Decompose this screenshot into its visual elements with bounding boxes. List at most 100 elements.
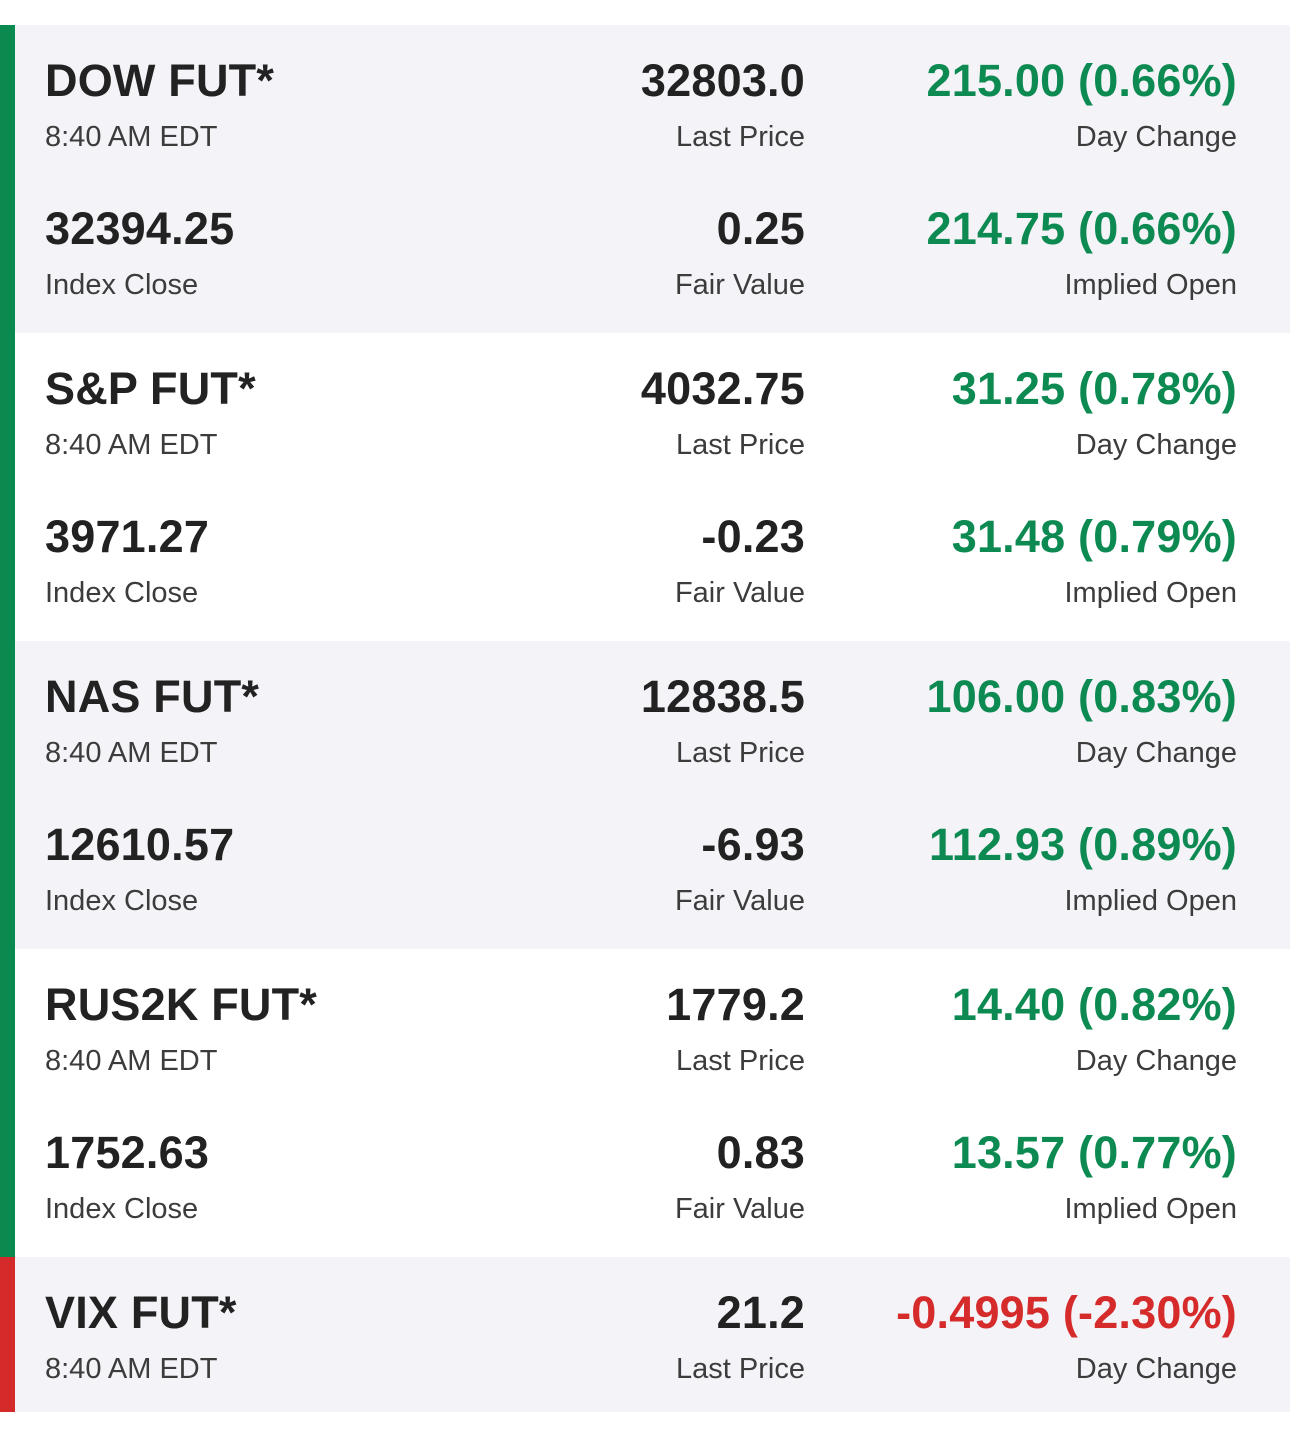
index-close-value: 12610.57 (45, 819, 235, 870)
futures-name[interactable]: DOW FUT* (45, 55, 275, 106)
last-price-cell: 32803.0 Last Price (641, 53, 805, 157)
day-change-label: Day Change (1075, 429, 1237, 461)
day-change-cell: 14.40 (0.82%) Day Change (952, 977, 1237, 1081)
index-close-label: Index Close (45, 577, 199, 609)
futures-row-secondary: 3971.27 Index Close -0.23 Fair Value 31.… (45, 509, 1237, 619)
timestamp: 8:40 AM EDT (45, 1353, 218, 1385)
day-change-label: Day Change (1075, 737, 1237, 769)
index-close-cell: 1752.63 Index Close (45, 1125, 209, 1229)
futures-header: NAS FUT* 8:40 AM EDT (45, 669, 259, 773)
index-close-cell: 32394.25 Index Close (45, 201, 234, 305)
implied-open-value: 31.48 (0.79%) (951, 511, 1237, 562)
implied-open-label: Implied Open (1064, 269, 1238, 301)
last-price-label: Last Price (676, 1353, 805, 1385)
fair-value-value: -6.93 (701, 819, 805, 870)
last-price-label: Last Price (676, 1045, 805, 1077)
implied-open-cell: 112.93 (0.89%) Implied Open (929, 817, 1237, 921)
day-change-value: 14.40 (0.82%) (951, 979, 1237, 1030)
index-close-label: Index Close (45, 1193, 199, 1225)
futures-card-rus2k[interactable]: RUS2K FUT* 8:40 AM EDT 1779.2 Last Price… (0, 949, 1290, 1257)
fair-value-value: 0.25 (716, 203, 805, 254)
futures-card-dow[interactable]: DOW FUT* 8:40 AM EDT 32803.0 Last Price … (0, 25, 1290, 333)
fair-value-label: Fair Value (674, 885, 805, 917)
day-change-label: Day Change (1075, 1045, 1237, 1077)
futures-row-primary: RUS2K FUT* 8:40 AM EDT 1779.2 Last Price… (45, 977, 1237, 1087)
last-price-label: Last Price (676, 737, 805, 769)
futures-row-primary: NAS FUT* 8:40 AM EDT 12838.5 Last Price … (45, 669, 1237, 779)
day-change-cell: -0.4995 (-2.30%) Day Change (896, 1285, 1237, 1389)
implied-open-value: 112.93 (0.89%) (928, 819, 1237, 870)
last-price-value: 21.2 (716, 1287, 805, 1338)
index-close-value: 3971.27 (45, 511, 210, 562)
day-change-label: Day Change (1075, 121, 1237, 153)
timestamp: 8:40 AM EDT (45, 429, 218, 461)
day-change-cell: 106.00 (0.83%) Day Change (926, 669, 1237, 773)
last-price-value: 4032.75 (640, 363, 805, 414)
futures-row-primary: VIX FUT* 8:40 AM EDT 21.2 Last Price -0.… (45, 1285, 1237, 1395)
last-price-cell: 21.2 Last Price (676, 1285, 805, 1389)
last-price-cell: 4032.75 Last Price (641, 361, 805, 465)
fair-value-cell: 0.25 Fair Value (675, 201, 805, 305)
trend-bar-down (0, 1257, 15, 1412)
last-price-cell: 12838.5 Last Price (641, 669, 805, 773)
timestamp: 8:40 AM EDT (45, 737, 218, 769)
timestamp: 8:40 AM EDT (45, 1045, 218, 1077)
implied-open-value: 13.57 (0.77%) (951, 1127, 1237, 1178)
futures-row-secondary: 32394.25 Index Close 0.25 Fair Value 214… (45, 201, 1237, 311)
futures-header: S&P FUT* 8:40 AM EDT (45, 361, 256, 465)
implied-open-cell: 31.48 (0.79%) Implied Open (952, 509, 1237, 613)
futures-list: DOW FUT* 8:40 AM EDT 32803.0 Last Price … (0, 25, 1290, 1412)
futures-row-primary: DOW FUT* 8:40 AM EDT 32803.0 Last Price … (45, 53, 1237, 163)
futures-card-nas[interactable]: NAS FUT* 8:40 AM EDT 12838.5 Last Price … (0, 641, 1290, 949)
implied-open-label: Implied Open (1064, 1193, 1238, 1225)
implied-open-label: Implied Open (1064, 885, 1238, 917)
futures-header: RUS2K FUT* 8:40 AM EDT (45, 977, 317, 1081)
day-change-cell: 215.00 (0.66%) Day Change (926, 53, 1237, 157)
trend-bar-up (0, 641, 15, 949)
fair-value-label: Fair Value (674, 269, 805, 301)
day-change-value: -0.4995 (-2.30%) (896, 1287, 1237, 1338)
index-close-label: Index Close (45, 269, 199, 301)
futures-row-primary: S&P FUT* 8:40 AM EDT 4032.75 Last Price … (45, 361, 1237, 471)
timestamp: 8:40 AM EDT (45, 121, 218, 153)
last-price-cell: 1779.2 Last Price (666, 977, 805, 1081)
index-close-label: Index Close (45, 885, 199, 917)
last-price-value: 32803.0 (640, 55, 805, 106)
fair-value-value: -0.23 (701, 511, 805, 562)
trend-bar-up (0, 949, 15, 1257)
fair-value-cell: -6.93 Fair Value (675, 817, 805, 921)
implied-open-cell: 13.57 (0.77%) Implied Open (952, 1125, 1237, 1229)
futures-name[interactable]: VIX FUT* (45, 1287, 237, 1338)
day-change-cell: 31.25 (0.78%) Day Change (952, 361, 1237, 465)
fair-value-value: 0.83 (716, 1127, 805, 1178)
fair-value-label: Fair Value (674, 1193, 805, 1225)
index-close-cell: 3971.27 Index Close (45, 509, 209, 613)
day-change-value: 215.00 (0.66%) (926, 55, 1237, 106)
futures-name[interactable]: NAS FUT* (45, 671, 260, 722)
last-price-label: Last Price (676, 121, 805, 153)
last-price-value: 12838.5 (640, 671, 805, 722)
index-close-value: 1752.63 (45, 1127, 210, 1178)
day-change-value: 31.25 (0.78%) (951, 363, 1237, 414)
futures-header: DOW FUT* 8:40 AM EDT (45, 53, 274, 157)
futures-card-sp[interactable]: S&P FUT* 8:40 AM EDT 4032.75 Last Price … (0, 333, 1290, 641)
index-close-cell: 12610.57 Index Close (45, 817, 234, 921)
last-price-label: Last Price (676, 429, 805, 461)
futures-name[interactable]: RUS2K FUT* (45, 979, 318, 1030)
implied-open-value: 214.75 (0.66%) (926, 203, 1237, 254)
fair-value-cell: 0.83 Fair Value (675, 1125, 805, 1229)
fair-value-label: Fair Value (674, 577, 805, 609)
futures-row-secondary: 12610.57 Index Close -6.93 Fair Value 11… (45, 817, 1237, 927)
implied-open-label: Implied Open (1064, 577, 1238, 609)
implied-open-cell: 214.75 (0.66%) Implied Open (926, 201, 1237, 305)
index-close-value: 32394.25 (45, 203, 235, 254)
futures-row-secondary: 1752.63 Index Close 0.83 Fair Value 13.5… (45, 1125, 1237, 1235)
day-change-value: 106.00 (0.83%) (926, 671, 1237, 722)
trend-bar-up (0, 333, 15, 641)
futures-name[interactable]: S&P FUT* (45, 363, 256, 414)
fair-value-cell: -0.23 Fair Value (675, 509, 805, 613)
day-change-label: Day Change (1075, 1353, 1237, 1385)
futures-header: VIX FUT* 8:40 AM EDT (45, 1285, 237, 1389)
trend-bar-up (0, 25, 15, 333)
futures-card-vix[interactable]: VIX FUT* 8:40 AM EDT 21.2 Last Price -0.… (0, 1257, 1290, 1412)
